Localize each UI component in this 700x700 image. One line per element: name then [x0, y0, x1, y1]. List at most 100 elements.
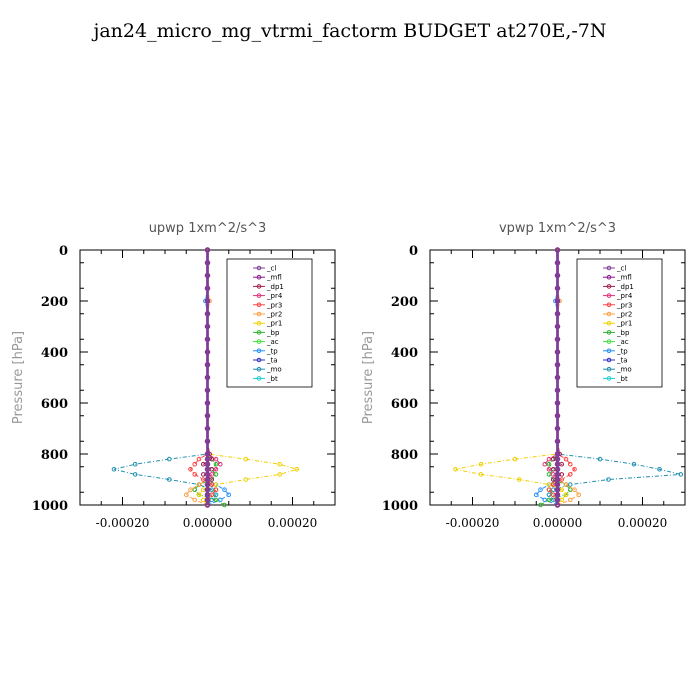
- x-tick-label: -0.00020: [96, 516, 150, 530]
- x-tick-label: 0.00020: [618, 516, 668, 530]
- data-point: [204, 476, 211, 483]
- data-point: [192, 472, 198, 477]
- y-tick-label: 200: [391, 295, 418, 310]
- data-point: [204, 285, 211, 291]
- data-point: [516, 477, 522, 482]
- data-point: [204, 272, 211, 279]
- data-point: [478, 472, 484, 477]
- legend-marker: [256, 348, 262, 354]
- y-tick-label: 1000: [382, 499, 418, 514]
- data-point: [213, 467, 219, 472]
- data-point: [554, 260, 561, 266]
- data-point: [213, 492, 219, 498]
- data-point: [554, 451, 561, 457]
- data-point: [294, 467, 300, 472]
- legend-marker: [606, 302, 612, 308]
- data-point: [546, 487, 552, 493]
- data-point: [550, 467, 556, 472]
- data-point: [200, 472, 206, 477]
- data-point: [277, 461, 283, 467]
- data-point: [559, 497, 565, 503]
- legend-marker: [606, 376, 612, 381]
- data-point: [554, 298, 561, 304]
- series-line-pr3: [548, 250, 576, 505]
- y-tick-label: 1000: [32, 499, 68, 514]
- y-tick-label: 600: [391, 397, 418, 412]
- data-point: [550, 472, 556, 477]
- legend-marker: [606, 293, 612, 298]
- data-point: [213, 497, 219, 503]
- data-point: [204, 311, 211, 317]
- legend-entry: _bp: [616, 329, 630, 337]
- data-point: [554, 311, 561, 317]
- data-point: [546, 467, 552, 472]
- data-point: [554, 336, 561, 342]
- legend-entry: _mo: [266, 366, 282, 374]
- data-point: [554, 466, 561, 472]
- data-point: [554, 323, 561, 330]
- data-point: [204, 298, 211, 304]
- data-point: [554, 487, 561, 493]
- data-point: [554, 400, 561, 406]
- legend-entry: _tp: [616, 347, 628, 355]
- data-point: [166, 477, 172, 482]
- legend-entry: _pr3: [616, 301, 632, 309]
- data-point: [111, 467, 117, 472]
- data-point: [554, 492, 561, 498]
- data-point: [217, 497, 223, 503]
- legend-marker: [256, 274, 262, 280]
- chart-panel-1: upwp 1xm^2/s^3 Pressure [hPa] 0 200 400 600 80…: [11, 221, 336, 530]
- data-point: [204, 481, 211, 488]
- data-point: [554, 362, 561, 368]
- data-point: [554, 471, 561, 478]
- data-point: [209, 467, 215, 472]
- legend-entry: _mfl: [266, 274, 282, 282]
- legend-marker: [256, 293, 262, 298]
- series-line-ac: [548, 250, 558, 505]
- data-point: [213, 461, 219, 467]
- series-line-ac: [207, 250, 217, 505]
- data-point: [132, 472, 138, 477]
- series-line-pr2: [185, 250, 211, 506]
- data-point: [222, 487, 227, 493]
- data-point: [554, 272, 561, 279]
- data-point: [606, 477, 611, 482]
- series-line-pr2: [557, 250, 580, 506]
- data-point: [554, 438, 561, 444]
- data-point: [559, 472, 565, 477]
- legend-marker: [606, 339, 612, 344]
- data-point: [204, 323, 211, 330]
- data-point: [166, 456, 172, 462]
- data-point: [243, 456, 249, 462]
- legend-entry: _dp1: [266, 283, 284, 291]
- data-point: [546, 482, 552, 487]
- data-point: [546, 456, 552, 462]
- series-line-mo: [113, 250, 217, 506]
- data-point: [204, 260, 211, 266]
- data-point: [204, 461, 211, 467]
- data-point: [204, 413, 211, 419]
- data-point: [204, 502, 211, 508]
- data-point: [204, 247, 211, 253]
- data-point: [204, 349, 211, 355]
- data-point: [567, 487, 573, 493]
- legend-entry: _pr4: [616, 292, 633, 300]
- legend-box: [576, 258, 663, 388]
- data-point: [196, 456, 202, 462]
- data-point: [563, 482, 569, 487]
- data-point: [204, 451, 211, 457]
- legend-marker: [256, 366, 262, 372]
- legend-marker: [256, 357, 262, 363]
- data-point: [200, 497, 206, 503]
- legend-entry: _ac: [266, 338, 279, 346]
- legend-entry: _bp: [266, 329, 280, 337]
- data-point: [222, 502, 227, 508]
- data-point: [546, 492, 552, 498]
- data-point: [204, 425, 211, 432]
- legend-entry: _ac: [616, 338, 629, 346]
- data-point: [188, 467, 193, 472]
- data-point: [204, 471, 211, 478]
- y-tick-label: 400: [41, 346, 68, 361]
- data-point: [631, 461, 637, 467]
